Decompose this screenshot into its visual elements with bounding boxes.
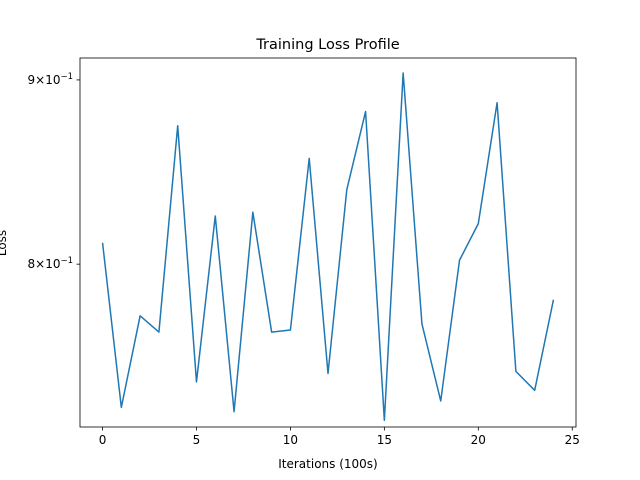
x-tick-label: 15 xyxy=(377,433,392,447)
series-layer xyxy=(101,72,555,422)
x-tick-label: 0 xyxy=(99,433,107,447)
y-tick-label: 8×10−1 xyxy=(28,256,74,271)
x-axis-label: Iterations (100s) xyxy=(278,457,378,471)
plot-frame xyxy=(79,57,577,428)
x-tick-label: 5 xyxy=(193,433,201,447)
chart-title: Training Loss Profile xyxy=(255,37,399,53)
x-tick-label: 20 xyxy=(471,433,486,447)
y-axis-ticks: 8×10−1 9×10−1 xyxy=(28,72,80,271)
y-tick-label: 9×10−1 xyxy=(28,72,74,87)
x-tick-label: 25 xyxy=(565,433,580,447)
y-axis-label: Loss xyxy=(0,230,9,256)
x-axis-ticks: 0 5 10 15 20 25 xyxy=(99,427,580,447)
x-tick-label: 10 xyxy=(283,433,298,447)
